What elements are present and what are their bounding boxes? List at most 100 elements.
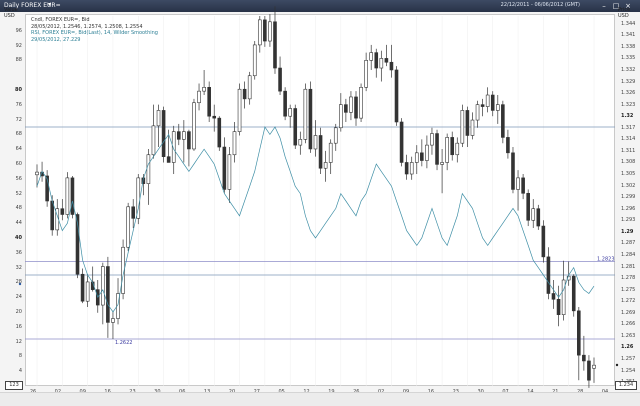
right-tick-label: 1.323 (621, 101, 636, 108)
candle-body (475, 104, 480, 121)
right-tick-label: 1.332 (621, 66, 636, 73)
candle-body (161, 110, 166, 157)
candle-body (146, 154, 151, 184)
candle-body (283, 90, 287, 117)
candle-body (480, 104, 485, 107)
candle-body (349, 96, 353, 113)
candle-body (379, 58, 384, 69)
candle-body (445, 137, 449, 163)
right-axis-header: Price USD (618, 7, 630, 19)
candle-body (217, 117, 222, 148)
left-tick-label: 8 (18, 353, 22, 360)
window-title: Daily FOREX EUR= (4, 2, 61, 9)
candle-body (192, 102, 196, 150)
right-axis-title: Price (618, 7, 631, 13)
plot-area[interactable] (25, 14, 615, 386)
left-tick-label: 72 (15, 116, 22, 123)
right-tick-label: 1.254 (621, 367, 636, 374)
right-tick-label: 1.344 (621, 20, 636, 27)
candle-body (541, 225, 546, 258)
candle-body (222, 146, 227, 190)
candle-body (308, 88, 313, 150)
candle-body (435, 133, 439, 165)
left-tick-label: 4 (18, 368, 22, 375)
candle-body (197, 90, 201, 104)
candle-body (313, 135, 318, 150)
left-tick-label: 64 (15, 146, 22, 153)
right-tick-label: 1.266 (621, 321, 636, 328)
candle-body (495, 104, 500, 111)
candle-body (207, 87, 211, 117)
left-tick-label: 24 (15, 294, 22, 301)
legend-rsi-series: RSI, FOREX EUR=, Bid(Last), 14, Wilder S… (31, 30, 158, 36)
candle-body (187, 131, 191, 150)
left-tick-label: 60 (15, 161, 22, 167)
candle-body (501, 104, 505, 138)
candle-body (339, 104, 343, 129)
right-tick-label: 1.338 (621, 43, 636, 50)
candle-body (521, 177, 525, 194)
candle-body (344, 104, 348, 113)
right-tick-label: 1.284 (621, 251, 636, 258)
candle-body (455, 142, 460, 156)
candle-body (171, 131, 176, 163)
candle-body (566, 275, 571, 281)
candle-body (252, 44, 257, 77)
minimize-icon[interactable]: – (602, 2, 606, 10)
candle-body (227, 154, 232, 190)
candle-body (70, 177, 75, 215)
left-tick-label: 48 (15, 205, 22, 212)
title-bar[interactable]: Daily FOREX EUR= ▾ 22/12/2011 - 06/06/20… (0, 0, 640, 12)
candle-body (121, 246, 125, 294)
right-tick-label: 1.302 (621, 182, 636, 189)
candle-body (50, 200, 54, 231)
candle-body (551, 293, 556, 300)
candle-body (242, 88, 247, 100)
candle-body (298, 139, 303, 146)
candle-body (369, 52, 374, 61)
date-range: 22/12/2011 - 06/06/2012 (GMT) (500, 2, 580, 8)
candle-body (318, 135, 323, 169)
chart-legend: Cndl, FOREX EUR=, Bid 28/05/2012, 1.2546… (31, 17, 158, 43)
caret-down-icon[interactable]: ▾ (48, 1, 52, 8)
candle-body (561, 279, 566, 315)
left-tick-label: 12 (15, 338, 22, 345)
candle-body (425, 144, 429, 161)
right-tick-label: 1.317 (621, 124, 636, 131)
left-tick-label: 52 (15, 190, 22, 197)
right-value-box[interactable]: 1.234 (615, 381, 637, 390)
right-tick-label: 1.305 (621, 171, 636, 178)
candle-body (470, 119, 475, 136)
left-marker (18, 282, 22, 286)
candle-body (202, 87, 206, 92)
candle-body (263, 19, 267, 42)
left-value-box[interactable]: 123 (5, 381, 23, 390)
candle-body (60, 208, 65, 215)
candle-body (490, 94, 495, 111)
legend-candle-series: Cndl, FOREX EUR=, Bid (31, 17, 90, 23)
right-tick-label: 1.275 (621, 286, 636, 293)
right-tick-label: 1.311 (621, 147, 636, 154)
candle-body (303, 88, 308, 140)
candle-body (85, 281, 90, 302)
candle-body (116, 293, 120, 319)
left-tick-label: 56 (15, 175, 22, 182)
candle-body (166, 156, 171, 163)
candle-body (212, 115, 217, 119)
left-tick-label: 44 (15, 220, 22, 227)
right-marker (615, 363, 619, 367)
right-tick-label: 1.269 (621, 309, 636, 316)
candle-body (359, 87, 363, 119)
maximize-icon[interactable]: □ (612, 2, 620, 10)
candle-body (126, 206, 130, 248)
candle-body (556, 298, 561, 315)
candle-body (237, 88, 242, 132)
left-axis-unit: USD (4, 13, 15, 19)
candle-body (506, 137, 510, 154)
candle-body (414, 152, 419, 163)
candle-body (409, 162, 414, 175)
close-icon[interactable]: × (625, 2, 631, 10)
rsi-line (36, 126, 595, 313)
